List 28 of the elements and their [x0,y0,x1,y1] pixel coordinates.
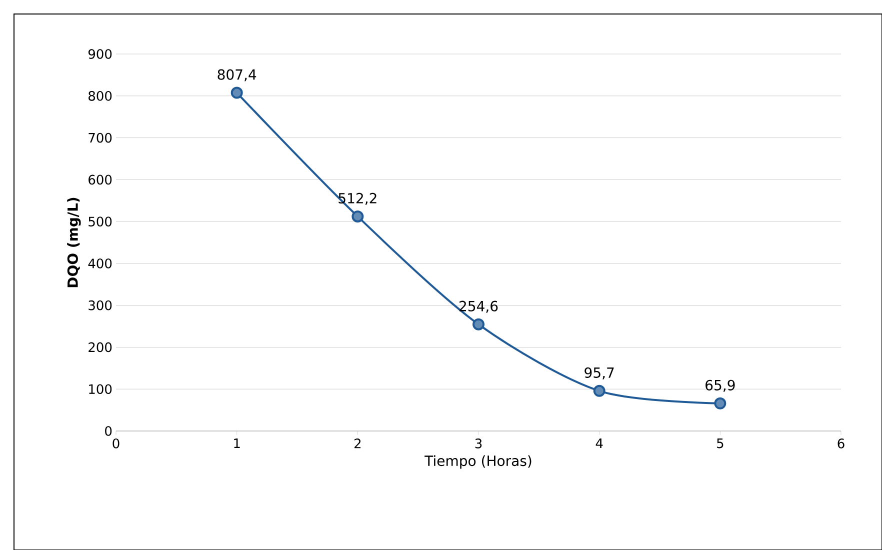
data-label: 254,6 [459,300,498,313]
data-label: 807,4 [218,69,256,82]
data-label: 65,9 [706,380,735,392]
y-tick-label: 700 [88,132,112,143]
x-tick-label: 3 [475,438,482,448]
x-tick-label: 5 [717,438,724,448]
point [352,210,364,222]
y-tick-label: 500 [88,216,112,226]
y-axis-title: DQO (mg/L) [67,198,81,288]
x-tick-label: 2 [354,438,360,448]
y-tick-label: 200 [88,342,112,352]
y-tick-label: 900 [88,49,112,59]
point [472,318,485,330]
y-tick-label: 100 [89,384,112,394]
data-label: 95,7 [584,367,614,380]
x-tick-label: 4 [596,438,603,448]
point [714,397,726,410]
y-tick-label: 800 [88,90,112,101]
y-tick-label: 400 [88,258,112,268]
x-tick-label: 0 [112,438,120,448]
x-tick-label: 1 [234,438,240,448]
x-tick-label: 6 [838,438,844,448]
point [230,86,243,99]
y-tick-label: 600 [88,174,112,185]
point [593,384,606,397]
y-tick-label: 300 [88,300,112,310]
x-axis-title: Tiempo (Horas) [424,455,532,469]
y-tick-label: 0 [105,426,112,436]
